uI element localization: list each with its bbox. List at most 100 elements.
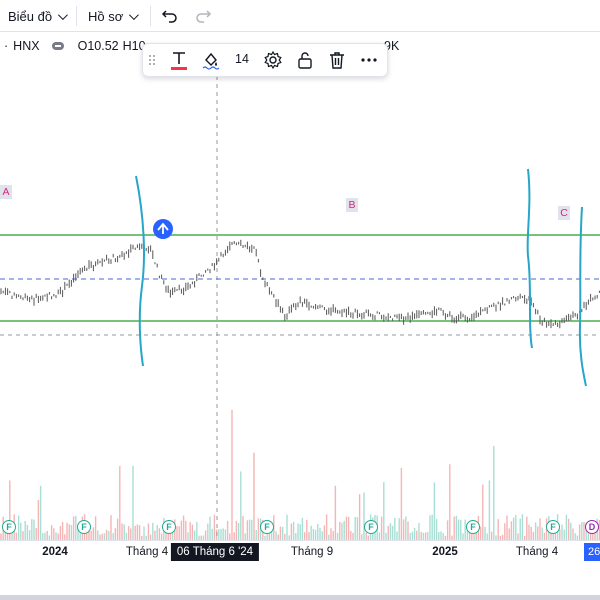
volume-bar	[330, 528, 332, 540]
split-marker[interactable]: D	[585, 520, 599, 534]
settings-gear-icon[interactable]	[263, 50, 283, 70]
time-axis[interactable]: 2024 Tháng 4 Tháng 9 2025 Tháng 4 06 Thá…	[0, 540, 600, 564]
volume-bar	[488, 480, 491, 540]
volume-bar	[312, 529, 315, 540]
annotation-label-a[interactable]: A	[0, 185, 12, 199]
chart-menu-label: Biểu đồ	[8, 8, 53, 24]
open-value: 10.52	[87, 39, 119, 53]
hand-drawn-line-2[interactable]	[526, 168, 533, 349]
unlock-icon[interactable]	[295, 50, 315, 70]
volume-bar	[86, 531, 88, 540]
volume-bar	[248, 519, 251, 540]
volume-bar	[479, 526, 482, 540]
volume-bar	[444, 535, 447, 540]
volume-bar	[11, 526, 13, 540]
time-tick: 2025	[432, 546, 458, 558]
volume-bar	[178, 526, 180, 540]
volume-bar	[268, 528, 271, 540]
font-size-value[interactable]: 14	[235, 52, 249, 66]
volume-bar	[471, 533, 473, 540]
volume-bar	[499, 535, 502, 540]
drawing-toolbar: 14	[142, 43, 388, 77]
dividend-marker[interactable]: F	[2, 520, 16, 534]
volume-bar	[147, 523, 150, 540]
volume-bar	[112, 533, 114, 540]
volume-bar	[57, 533, 59, 540]
volume-bar	[189, 522, 191, 540]
dividend-marker[interactable]: F	[162, 520, 176, 534]
volume-bar	[526, 516, 528, 540]
dividend-marker[interactable]: F	[77, 520, 91, 534]
profile-menu-button[interactable]: Hồ sơ	[88, 6, 140, 26]
volume-bar	[570, 522, 572, 540]
high-value: H10	[122, 39, 146, 53]
volume-bar	[339, 521, 341, 540]
price-chart[interactable]	[0, 76, 600, 540]
volume-bar	[284, 533, 286, 540]
volume-bar	[46, 530, 48, 540]
volume-bar	[264, 535, 266, 540]
bottom-scrollbar[interactable]	[0, 595, 600, 600]
volume-bar	[323, 525, 326, 540]
volume-bar	[39, 485, 42, 540]
volume-bar	[79, 527, 81, 540]
annotation-label-b[interactable]: B	[346, 198, 358, 212]
volume-bar	[156, 525, 158, 540]
dividend-marker[interactable]: F	[466, 520, 480, 534]
volume-bar	[457, 519, 460, 540]
profile-menu-label: Hồ sơ	[88, 8, 124, 24]
volume-bar	[446, 520, 449, 540]
annotation-label-c[interactable]: C	[558, 206, 570, 220]
volume-bar	[534, 522, 537, 540]
volume-bar	[149, 534, 152, 540]
bottom-panel	[0, 564, 600, 600]
visibility-dot-icon[interactable]	[51, 42, 64, 50]
hand-drawn-line-1[interactable]	[135, 175, 145, 367]
volume-bar	[125, 532, 128, 540]
volume-bar	[361, 534, 363, 540]
volume-bar	[420, 532, 422, 540]
dividend-marker[interactable]: F	[260, 520, 274, 534]
more-options-icon[interactable]	[359, 50, 379, 70]
volume-bar	[567, 518, 570, 540]
volume-bar	[251, 520, 253, 540]
volume-bar	[226, 520, 229, 540]
hand-drawn-line-3[interactable]	[578, 206, 587, 387]
fill-color-icon[interactable]	[201, 50, 221, 70]
volume-bar	[578, 524, 581, 540]
volume-bar	[59, 526, 62, 540]
alert-pin-icon[interactable]	[153, 219, 173, 239]
text-color-icon[interactable]	[169, 50, 189, 70]
volume-bar	[407, 521, 409, 540]
volume-bar	[418, 522, 420, 540]
volume-bar	[290, 523, 293, 540]
volume-bar	[449, 464, 451, 540]
volume-bar	[440, 531, 442, 540]
chart-menu-button[interactable]: Biểu đồ	[8, 6, 68, 26]
volume-bar	[539, 518, 541, 540]
volume-bar	[341, 522, 343, 540]
volume-bar	[583, 521, 585, 540]
volume-bar	[484, 526, 486, 540]
volume-bar	[295, 533, 297, 540]
dividend-marker[interactable]: F	[546, 520, 560, 534]
dividend-marker[interactable]: F	[364, 520, 378, 534]
volume-bar	[506, 515, 508, 540]
volume-bar	[543, 532, 546, 540]
volume-bar	[510, 521, 513, 540]
volume-bar	[134, 525, 136, 540]
volume-bar	[198, 535, 200, 540]
redo-icon[interactable]	[194, 7, 212, 25]
trash-icon[interactable]	[327, 50, 347, 70]
volume-bar	[512, 517, 515, 540]
undo-icon[interactable]	[161, 7, 179, 25]
volume-bar	[453, 516, 455, 540]
volume-bar	[116, 518, 119, 540]
drag-handle-icon[interactable]	[147, 50, 157, 70]
volume-bar	[202, 535, 205, 540]
volume-bar	[559, 529, 561, 540]
volume-bar	[416, 530, 418, 540]
volume-bar	[61, 521, 64, 540]
volume-bar	[42, 533, 44, 540]
volume-bar	[132, 465, 134, 540]
